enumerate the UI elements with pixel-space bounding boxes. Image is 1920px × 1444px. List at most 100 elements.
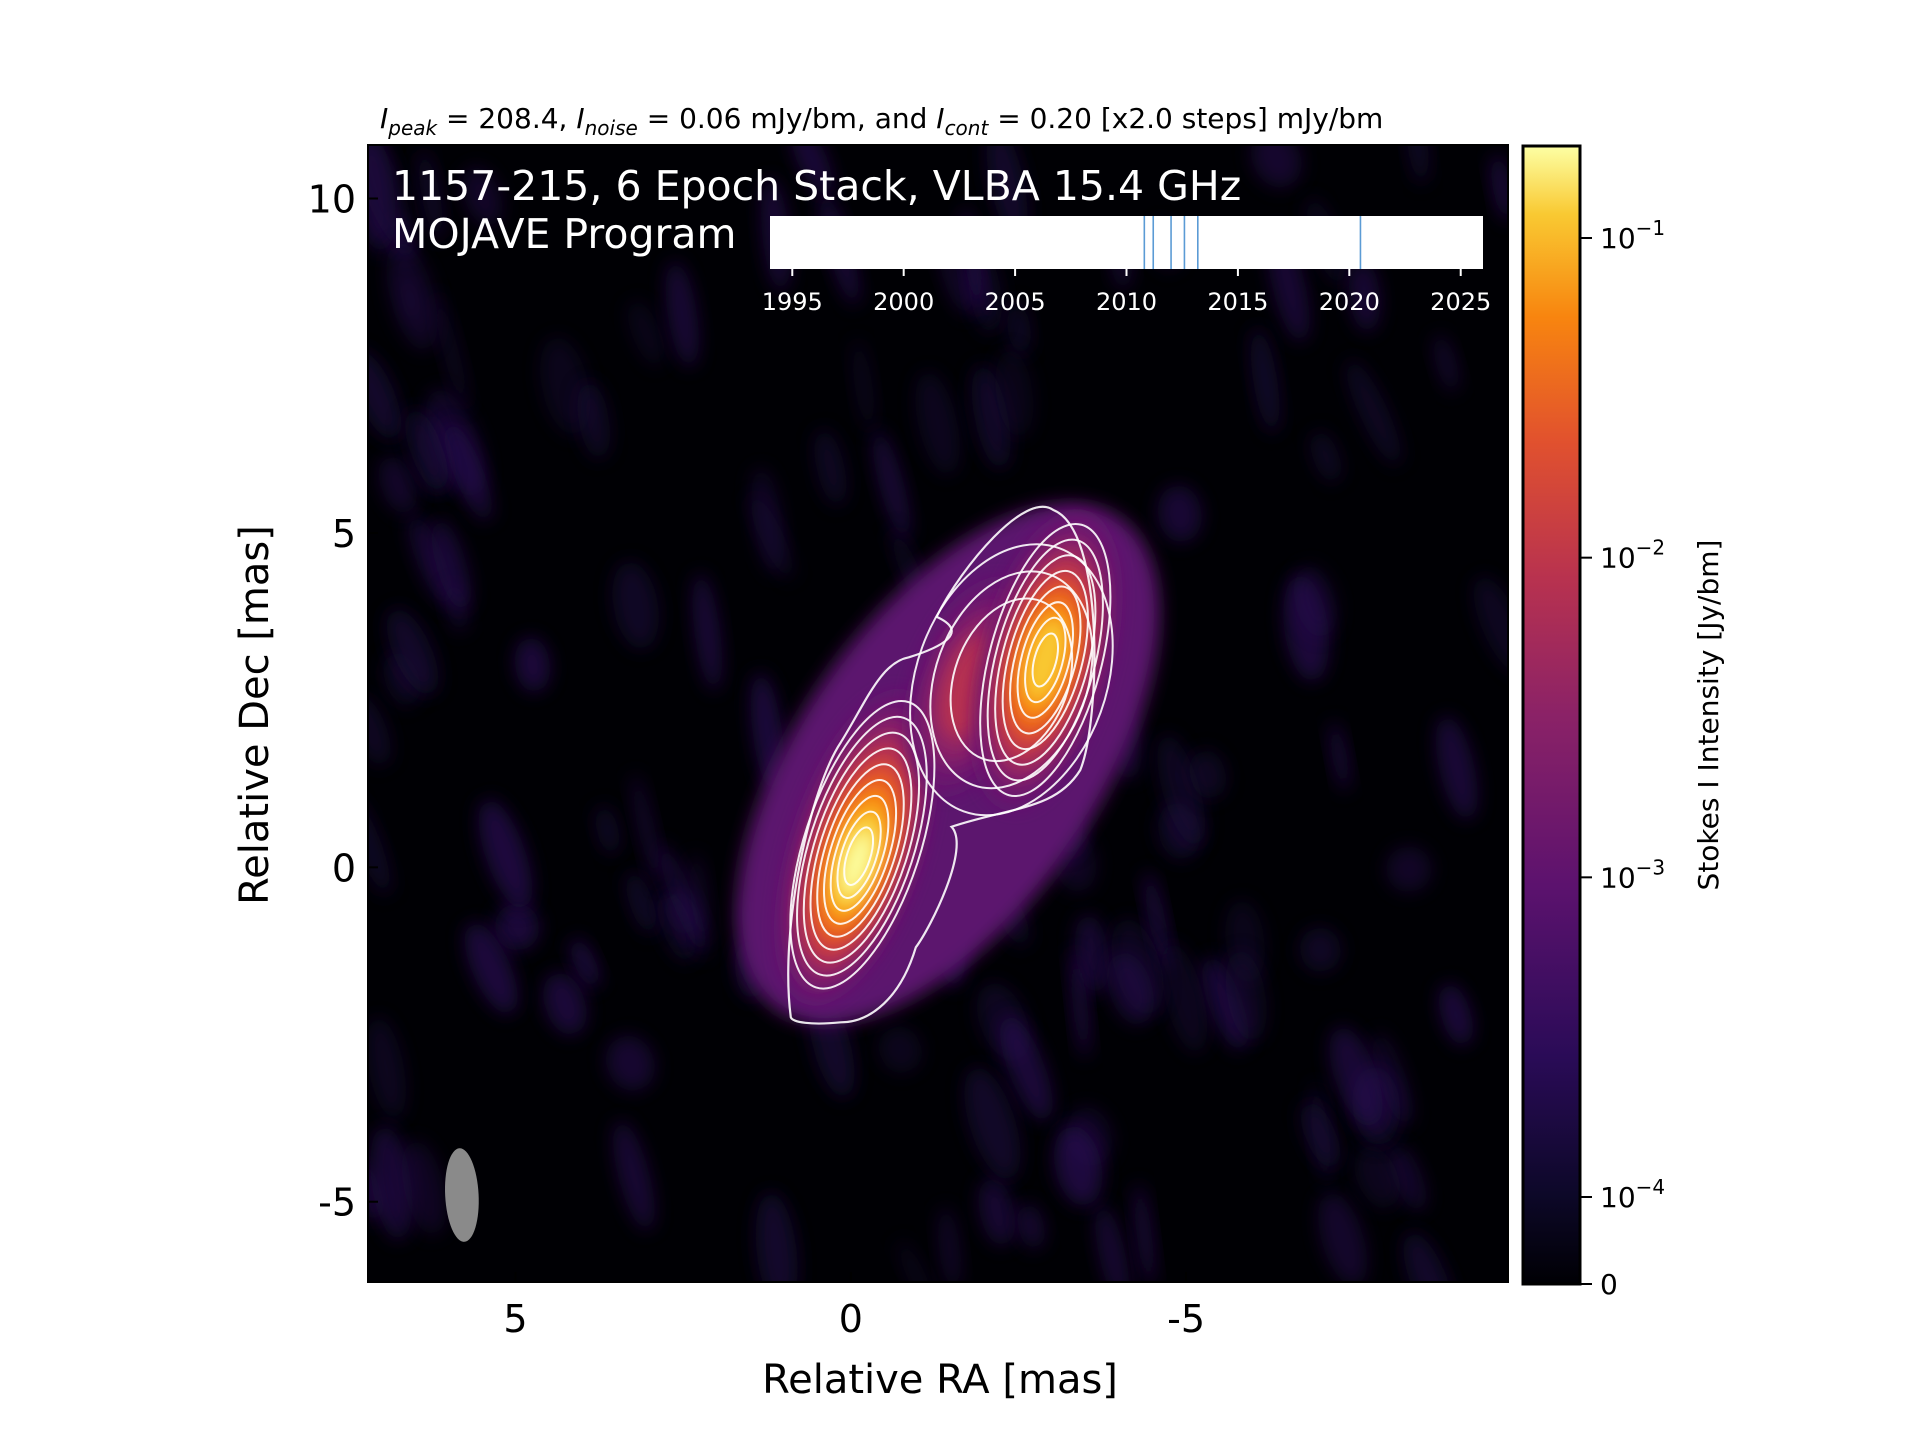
x-tick-label: 0 [839,1297,863,1341]
noise-blob [1329,721,1350,792]
noise-blob [995,348,1034,438]
noise-blob [1157,734,1206,847]
noise-blob [570,938,600,989]
plot-frame [367,144,1509,1283]
colorbar-tick-label: 10−3 [1600,855,1665,894]
y-ticks: 10 5 0 -5 [308,178,378,1225]
noise-blob [368,145,413,249]
colorbar-ticks: 10−1 10−2 10−3 10−4 0 [1580,216,1665,1301]
noise-blob [1386,846,1432,893]
contour-core [843,826,875,886]
i-peak-symbol: I [380,102,388,135]
noise-blob [852,338,875,433]
noise-blob [1225,949,1267,1042]
contour-jet-outer [1001,569,1089,751]
y-tick-label: 5 [332,512,356,556]
noise-blob [514,637,551,693]
contour-core [789,700,936,990]
contour-jet-outer [1024,616,1067,704]
i-noise-sub: noise [585,116,638,140]
colorbar-tick-label: 10−2 [1600,536,1665,575]
epoch-inset-ticks: 1995 2000 2005 2010 2015 2020 2025 [762,269,1491,316]
epoch-tick-label: 2025 [1430,288,1491,316]
noise-blob [1000,1015,1053,1121]
noise-blob [626,871,657,935]
noise-blob [964,1067,1021,1180]
contour-jet-inner [949,597,1074,763]
noise-blob [1435,716,1478,820]
noise-blob [1189,750,1227,799]
beam-ellipse [445,1148,479,1242]
core-emission [839,829,874,897]
noise-blob [1250,327,1280,434]
noise-blob [1095,1204,1130,1282]
colorbar: 10−1 10−2 10−3 10−4 0 Stokes I Intensity [Jy… [1521,144,1725,1301]
overlay-title-line2: MOJAVE Program [392,210,736,258]
noise-blob [370,1125,413,1240]
noise-blob [408,515,453,606]
colorbar-gradient [1521,144,1582,1286]
noise-blob [577,381,611,460]
noise-blob [478,799,533,910]
noise-blob [1054,1125,1103,1206]
epoch-tick-label: 2000 [873,288,934,316]
noise-blob [1300,1101,1341,1169]
x-tick-label: -5 [1167,1297,1205,1341]
noise-blob [1406,145,1429,185]
epoch-inset: 1995 2000 2005 2010 2015 2020 2025 [762,216,1491,316]
colorbar-label: Stokes I Intensity [Jy/bm] [1692,540,1725,891]
contour-layer [787,505,1114,1025]
noise-blob [937,1206,961,1282]
noise-blob [402,1140,447,1236]
epoch-tick-label: 2015 [1207,288,1268,316]
plot-area: 5 0 -5 10 5 0 -5 1157-215, 6 Epoch Stack, VLB… [308,144,1509,1341]
contour-core [823,779,898,925]
noise-blob [1070,949,1090,1059]
noise-blob [368,694,391,766]
noise-blob [1107,952,1154,1026]
noise-blob [631,773,662,887]
i-cont-symbol: I [936,102,944,135]
noise-blob [378,455,417,514]
contour-jet-outer [1016,601,1074,719]
noise-blob [1293,565,1338,638]
noise-blob [627,300,665,367]
noise-blob [1433,334,1459,393]
x-tick-label: 5 [503,1297,527,1341]
contour-core [802,731,921,964]
noise-blob [872,429,911,541]
noise-blob [1354,1145,1400,1209]
noise-blob [978,1177,1016,1246]
noise-blob [444,422,493,522]
noise-blob [612,561,659,650]
colorbar-tick-label: 10−1 [1600,216,1665,255]
noise-blob [386,242,438,351]
noise-blob [897,1239,935,1282]
colorbar-tick-label: 0 [1600,1268,1618,1301]
noise-blob [606,1035,655,1091]
noise-blob [749,493,795,581]
noise-blob [418,149,444,242]
noise-blob [494,903,540,951]
noise-blob [1133,1183,1155,1282]
contour-jet-outer [986,538,1104,782]
i-cont-sub: cont [945,116,990,140]
noise-blob [986,145,1028,242]
noise-blob [464,922,518,1015]
noise-blob [405,408,448,492]
y-tick-label: 0 [332,846,356,890]
y-axis-label: Relative Dec [mas] [232,525,278,905]
noise-blob [595,805,620,855]
noise-blob [1438,983,1473,1046]
x-axis-label: Relative RA [mas] [762,1357,1118,1403]
noise-blob [750,672,784,793]
x-ticks: 5 0 -5 [503,1272,1205,1341]
i-peak-sub: peak [387,116,438,140]
noise-blob [368,350,402,440]
noise-blob [1161,943,1208,1054]
epoch-tick-label: 2010 [1096,288,1157,316]
noise-blob [462,166,503,227]
noise-blob [1372,1032,1414,1127]
y-tick-label: 10 [308,178,356,222]
